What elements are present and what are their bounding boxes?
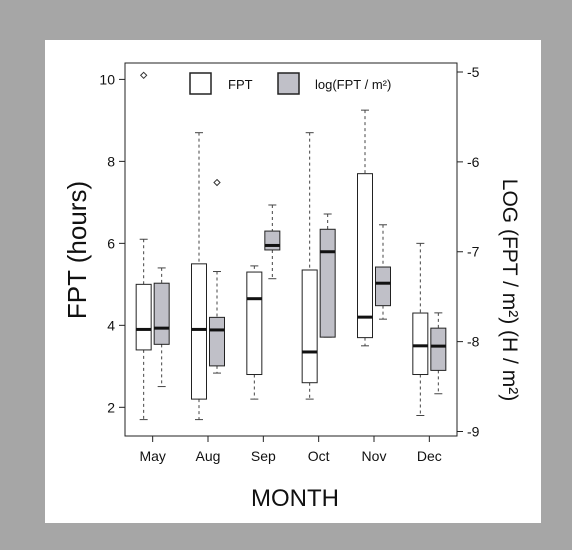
y-tick-label-left: 6: [107, 235, 115, 251]
x-tick-label: Nov: [362, 448, 387, 464]
box-log-sep: [264, 204, 281, 280]
x-tick-label: Oct: [308, 448, 330, 464]
y-axis-title-right: LOG (FPT / m²) (H / m²): [498, 179, 521, 401]
y-tick-label-right: -8: [467, 334, 480, 350]
x-tick-label: May: [139, 448, 165, 464]
box-fpt-nov: [357, 109, 373, 347]
box-log-nov: [375, 224, 391, 320]
box-iqr: [375, 266, 391, 307]
box-iqr: [153, 282, 170, 345]
box-fpt-oct: [301, 132, 318, 400]
y-tick-label-right: -6: [467, 154, 480, 170]
box-fpt-may: [135, 71, 152, 421]
x-tick-label: Aug: [196, 448, 221, 464]
y-tick-label-right: -5: [467, 64, 480, 80]
y-axis-left: 2 4 6 8 10: [99, 71, 125, 415]
y-axis-title-left: FPT (hours): [62, 181, 92, 319]
box-iqr: [246, 271, 263, 376]
box-iqr: [191, 263, 207, 400]
legend-label-log: log(FPT / m²): [315, 77, 391, 92]
box-plot-chart: FPT log(FPT / m²) FPT (hours) LOG (FPT /…: [62, 62, 521, 512]
box-iqr: [209, 316, 225, 367]
legend-swatch-fpt: [189, 72, 212, 95]
legend-swatch-log: [277, 72, 300, 95]
y-axis-right: -9 -8 -7 -6 -5: [457, 64, 480, 440]
box-series: [135, 71, 447, 421]
box-fpt-dec: [412, 242, 429, 417]
box-fpt-aug: [191, 132, 207, 421]
chart-panel: FPT log(FPT / m²) FPT (hours) LOG (FPT /…: [45, 40, 541, 523]
plot-area: [124, 62, 458, 437]
box-iqr: [430, 327, 447, 371]
x-axis: May Aug Sep Oct Nov Dec: [139, 436, 442, 464]
y-tick-label-left: 8: [107, 153, 115, 169]
outlier-point: [139, 71, 148, 80]
box-log-oct: [319, 213, 336, 338]
box-iqr: [357, 173, 373, 339]
box-iqr: [301, 269, 318, 384]
x-tick-label: Dec: [417, 448, 442, 464]
legend-label-fpt: FPT: [228, 77, 253, 92]
box-fpt-sep: [246, 265, 263, 400]
box-iqr: [412, 312, 429, 376]
outlier-point: [213, 178, 221, 187]
y-tick-label-right: -9: [467, 424, 480, 440]
box-log-aug: [209, 178, 225, 374]
y-tick-label-right: -7: [467, 244, 480, 260]
box-log-dec: [430, 312, 447, 395]
legend: FPT log(FPT / m²): [189, 72, 391, 95]
x-axis-title: MONTH: [251, 485, 339, 512]
box-iqr: [264, 230, 281, 251]
x-tick-label: Sep: [251, 448, 276, 464]
y-tick-label-left: 10: [99, 71, 115, 87]
box-log-may: [153, 267, 170, 388]
box-iqr: [319, 228, 336, 338]
y-tick-label-left: 4: [107, 317, 115, 333]
box-iqr: [135, 283, 152, 351]
y-tick-label-left: 2: [107, 399, 115, 415]
